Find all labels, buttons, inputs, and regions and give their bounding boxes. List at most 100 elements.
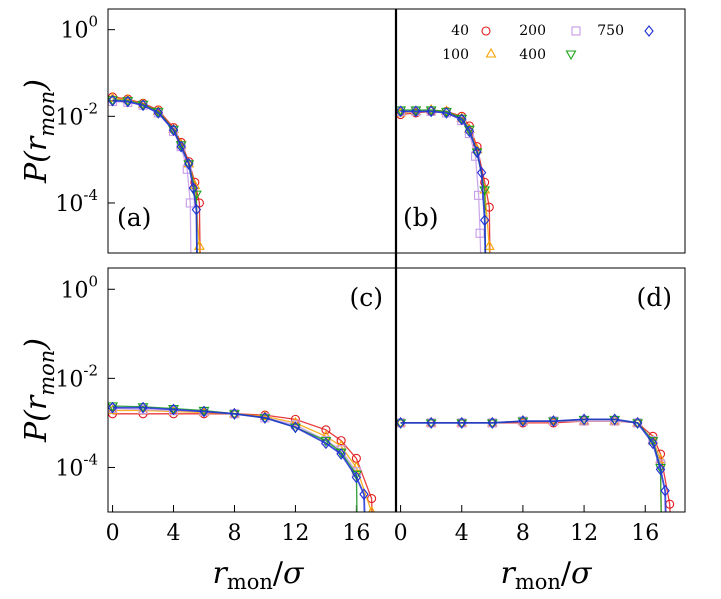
legend-label: 200 bbox=[519, 23, 546, 39]
data-point-750 bbox=[260, 411, 270, 424]
legend-item-40: 40 bbox=[451, 23, 491, 39]
x-tick-label: 12 bbox=[281, 521, 309, 546]
data-point-750 bbox=[108, 94, 118, 107]
data-point-100 bbox=[548, 414, 559, 425]
data-point-100 bbox=[350, 461, 362, 472]
series-line-400 bbox=[112, 405, 358, 512]
series-line-750 bbox=[112, 406, 366, 512]
data-point-40 bbox=[321, 425, 331, 435]
series-line-400 bbox=[400, 418, 662, 512]
data-point-750 bbox=[472, 146, 482, 158]
series-line-200 bbox=[112, 407, 358, 512]
x-tick-label: 8 bbox=[227, 521, 241, 546]
data-point-750 bbox=[199, 405, 209, 418]
data-point-750 bbox=[464, 125, 475, 138]
data-point-750 bbox=[359, 488, 369, 501]
data-point-750 bbox=[655, 463, 666, 476]
x-tick-label: 8 bbox=[516, 521, 530, 546]
data-point-750 bbox=[351, 471, 362, 484]
panel-a: 100 10-2 10-4 (a) bbox=[55, 8, 397, 254]
data-point-750 bbox=[138, 99, 148, 112]
x-axis-title: rmon/σ bbox=[212, 556, 305, 594]
data-point-200 bbox=[185, 198, 195, 208]
data-point-400 bbox=[396, 419, 407, 430]
x-tick-label: 4 bbox=[167, 521, 181, 546]
legend-marker-750 bbox=[644, 25, 654, 37]
data-point-750 bbox=[632, 417, 643, 429]
y-tick-label: 10-2 bbox=[55, 361, 98, 392]
series-line-200 bbox=[400, 420, 662, 512]
series-line-750 bbox=[400, 110, 487, 253]
series-line-750 bbox=[400, 418, 667, 512]
series-line-100 bbox=[400, 109, 491, 253]
y-tick-label: 100 bbox=[60, 13, 98, 44]
series-line-100 bbox=[112, 409, 373, 512]
data-point-750 bbox=[457, 417, 467, 429]
data-point-750 bbox=[476, 166, 487, 179]
plot-frame bbox=[395, 8, 686, 254]
panel-label: (c) bbox=[349, 283, 383, 312]
series-line-40 bbox=[400, 420, 671, 512]
data-point-100 bbox=[517, 414, 529, 425]
data-point-400 bbox=[168, 125, 179, 136]
panel-d: 0 4 8 12 16 (d) bbox=[394, 267, 686, 546]
y-tick-label: 10-4 bbox=[55, 186, 98, 217]
legend-marker-40 bbox=[481, 26, 491, 36]
data-point-750 bbox=[168, 403, 179, 416]
legend-label: 750 bbox=[597, 23, 624, 39]
data-point-750 bbox=[660, 484, 670, 497]
data-point-200 bbox=[470, 151, 481, 161]
data-point-400 bbox=[632, 419, 644, 430]
x-tick-label: 16 bbox=[631, 521, 659, 546]
data-point-750 bbox=[426, 417, 436, 429]
y-tick-label: 10-2 bbox=[55, 99, 98, 130]
data-point-100 bbox=[456, 416, 468, 427]
data-point-750 bbox=[184, 157, 194, 170]
legend-label: 400 bbox=[519, 47, 546, 63]
data-point-750 bbox=[229, 407, 240, 420]
series-line-40 bbox=[400, 110, 491, 253]
data-point-750 bbox=[108, 401, 118, 414]
data-point-750 bbox=[123, 95, 133, 108]
data-point-100 bbox=[368, 505, 376, 512]
data-point-750 bbox=[426, 105, 436, 118]
x-tick-label: 0 bbox=[106, 521, 120, 546]
data-point-100 bbox=[425, 416, 437, 427]
legend-marker-100 bbox=[485, 47, 497, 58]
series-line-40 bbox=[112, 96, 201, 253]
data-point-400 bbox=[425, 419, 437, 430]
series-line-750 bbox=[112, 99, 198, 253]
data-point-400 bbox=[471, 148, 483, 159]
data-point-750 bbox=[479, 214, 490, 227]
data-point-100 bbox=[320, 430, 332, 440]
legend-label: 100 bbox=[442, 47, 469, 63]
data-point-40 bbox=[480, 177, 490, 187]
panel-label: (b) bbox=[403, 203, 439, 232]
data-point-750 bbox=[609, 413, 620, 426]
series-line-40 bbox=[112, 413, 373, 512]
y-axis-title: P(rmon) bbox=[19, 338, 59, 443]
legend-item-750: 750 bbox=[597, 23, 654, 39]
data-point-100 bbox=[289, 416, 301, 427]
data-point-750 bbox=[290, 421, 301, 434]
data-point-400 bbox=[183, 160, 195, 170]
data-point-750 bbox=[396, 105, 406, 118]
x-tick-label: 0 bbox=[394, 521, 408, 546]
data-point-750 bbox=[176, 140, 186, 153]
panel-c: 100 10-2 10-4 0 4 8 12 16 (c) bbox=[55, 267, 397, 546]
data-point-750 bbox=[648, 437, 658, 450]
legend-item-200: 200 bbox=[519, 23, 581, 39]
x-tick-label: 12 bbox=[570, 521, 598, 546]
y-tick-label: 100 bbox=[60, 272, 98, 303]
panel-label: (d) bbox=[636, 283, 672, 312]
series-line-400 bbox=[112, 99, 198, 253]
x-axis-title: rmon/σ bbox=[500, 556, 593, 594]
data-point-750 bbox=[411, 105, 421, 118]
y-tick-label: 10-4 bbox=[55, 450, 98, 481]
data-point-400 bbox=[486, 419, 498, 430]
data-point-750 bbox=[579, 413, 589, 426]
data-point-750 bbox=[457, 113, 467, 126]
y-axis-title: P(rmon) bbox=[19, 79, 59, 184]
data-point-40 bbox=[336, 436, 346, 446]
